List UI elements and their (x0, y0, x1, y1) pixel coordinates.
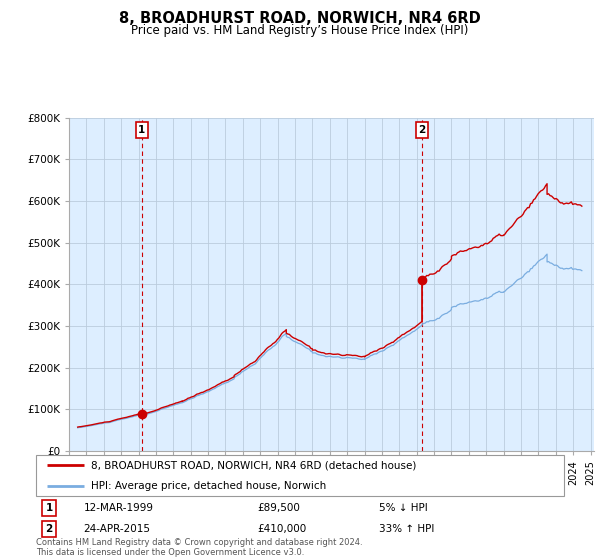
Text: 8, BROADHURST ROAD, NORWICH, NR4 6RD (detached house): 8, BROADHURST ROAD, NORWICH, NR4 6RD (de… (91, 460, 417, 470)
Text: 24-APR-2015: 24-APR-2015 (83, 524, 151, 534)
FancyBboxPatch shape (36, 455, 564, 496)
Text: 1: 1 (138, 125, 145, 135)
Text: 2: 2 (418, 125, 425, 135)
Text: 33% ↑ HPI: 33% ↑ HPI (379, 524, 434, 534)
Text: HPI: Average price, detached house, Norwich: HPI: Average price, detached house, Norw… (91, 480, 326, 491)
Text: Price paid vs. HM Land Registry’s House Price Index (HPI): Price paid vs. HM Land Registry’s House … (131, 24, 469, 36)
Text: 2: 2 (46, 524, 53, 534)
Text: £410,000: £410,000 (258, 524, 307, 534)
Text: Contains HM Land Registry data © Crown copyright and database right 2024.
This d: Contains HM Land Registry data © Crown c… (36, 538, 362, 557)
Text: 5% ↓ HPI: 5% ↓ HPI (379, 503, 428, 513)
Text: 8, BROADHURST ROAD, NORWICH, NR4 6RD: 8, BROADHURST ROAD, NORWICH, NR4 6RD (119, 11, 481, 26)
Text: 1: 1 (46, 503, 53, 513)
Text: 12-MAR-1999: 12-MAR-1999 (83, 503, 154, 513)
Text: £89,500: £89,500 (258, 503, 301, 513)
